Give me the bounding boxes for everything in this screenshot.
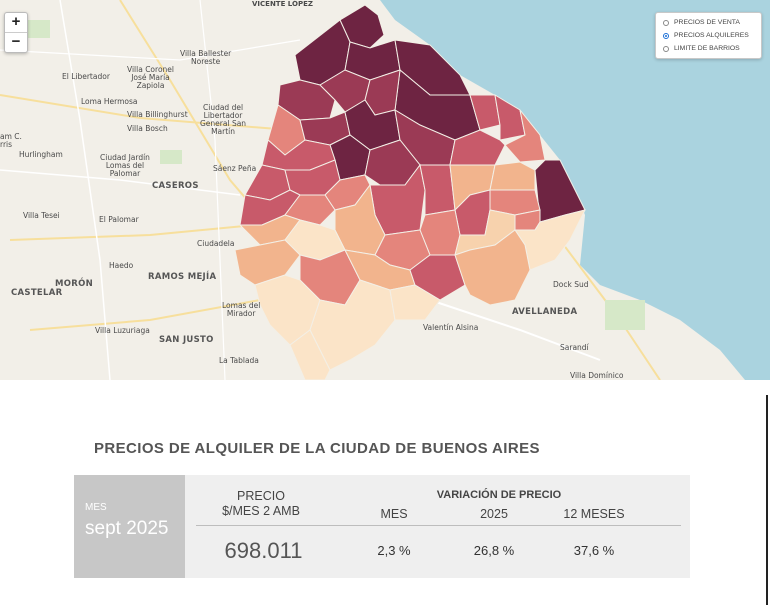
layer-option-venta[interactable]: PRECIOS DE VENTA [656, 16, 761, 29]
place-villa-billinghurst: Villa Billinghurst [127, 110, 188, 119]
header-rule [196, 525, 681, 526]
place-vicente-lopez: VICENTE LÓPEZ [252, 0, 313, 8]
month-value: sept 2025 [85, 518, 169, 539]
place-villa-coronel: Villa Coronel José María Zapiola [127, 65, 174, 90]
radio-barrios[interactable] [663, 45, 669, 52]
green-areas [20, 20, 645, 330]
col-header-mes: MES [380, 507, 408, 521]
radio-alquileres[interactable] [663, 32, 669, 39]
zoom-in-button[interactable]: + [11, 13, 21, 30]
price-header: PRECIO $/MES 2 AMB [222, 489, 300, 518]
variation-mes-value: 2,3 % [377, 543, 411, 558]
variation-2025-value: 26,8 % [473, 543, 515, 558]
col-header-12-meses: 12 MESES [563, 507, 625, 521]
price-value: 698.011 [224, 538, 303, 563]
place-villa-ballester: Villa Ballester Noreste [180, 49, 232, 66]
place-ciudad-jardin: Ciudad Jardín Lomas del Palomar [100, 153, 150, 178]
place-morris: am C. rris [0, 132, 22, 149]
place-ramos-mejia: RAMOS MEJÍA [148, 272, 217, 282]
place-el-palomar: El Palomar [99, 215, 139, 224]
place-ciudad-libertador: Ciudad del Libertador General San Martín [200, 103, 247, 136]
variation-12m-value: 37,6 % [573, 543, 615, 558]
place-el-libertador: El Libertador [62, 72, 110, 81]
variation-header: VARIACIÓN DE PRECIO [436, 489, 562, 501]
month-cell: MES sept 2025 [74, 475, 185, 578]
place-valentin-alsina: Valentín Alsina [423, 323, 479, 332]
roads [0, 0, 661, 380]
layer-label-barrios: LIMITE DE BARRIOS [674, 45, 740, 52]
layer-option-barrios[interactable]: LIMITE DE BARRIOS [656, 42, 761, 55]
place-moron: MORÓN [55, 279, 94, 289]
place-dock-sud: Dock Sud [553, 280, 589, 289]
map-canvas[interactable] [0, 0, 770, 380]
place-loma-hermosa: Loma Hermosa [81, 97, 138, 106]
place-ciudadela: Ciudadela [197, 239, 235, 248]
month-label: MES [85, 502, 107, 513]
place-hurlingham: Hurlingham [19, 150, 63, 159]
place-la-tablada: La Tablada [219, 356, 259, 365]
radio-venta[interactable] [663, 19, 669, 26]
rent-price-map[interactable]: VICENTE LÓPEZ Villa Ballester Noreste El… [0, 0, 770, 380]
layer-label-venta: PRECIOS DE VENTA [674, 19, 740, 26]
place-villa-luzuriaga: Villa Luzuriaga [95, 326, 150, 335]
place-sarandi: Sarandí [560, 343, 589, 352]
neighborhood-choropleth [234, 4, 586, 380]
place-caseros: CASEROS [152, 181, 199, 191]
price-summary-table: MES sept 2025 PRECIO $/MES 2 AMB VARIACI… [74, 475, 690, 578]
scrollbar-edge[interactable] [766, 395, 768, 605]
layer-selector: PRECIOS DE VENTA PRECIOS ALQUILERES LIMI… [655, 12, 762, 59]
zoom-out-button[interactable]: − [5, 32, 27, 52]
place-avellaneda: AVELLANEDA [512, 307, 578, 317]
place-lomas-mirador: Lomas del Mirador [222, 301, 261, 318]
layer-label-alquileres: PRECIOS ALQUILERES [674, 32, 749, 39]
place-saenz-pena: Sáenz Peña [213, 164, 257, 173]
place-villa-tesei: Villa Tesei [23, 211, 60, 220]
place-villa-dominico: Villa Domínico [570, 371, 624, 380]
col-header-2025: 2025 [480, 507, 508, 521]
layer-option-alquileres[interactable]: PRECIOS ALQUILERES [656, 29, 761, 42]
place-villa-bosch: Villa Bosch [127, 124, 168, 133]
panel-title: PRECIOS DE ALQUILER DE LA CIUDAD DE BUEN… [94, 440, 540, 457]
place-castelar: CASTELAR [11, 288, 63, 298]
place-san-justo: SAN JUSTO [159, 335, 214, 345]
zoom-control: + − [4, 12, 28, 53]
place-haedo: Haedo [109, 261, 134, 270]
